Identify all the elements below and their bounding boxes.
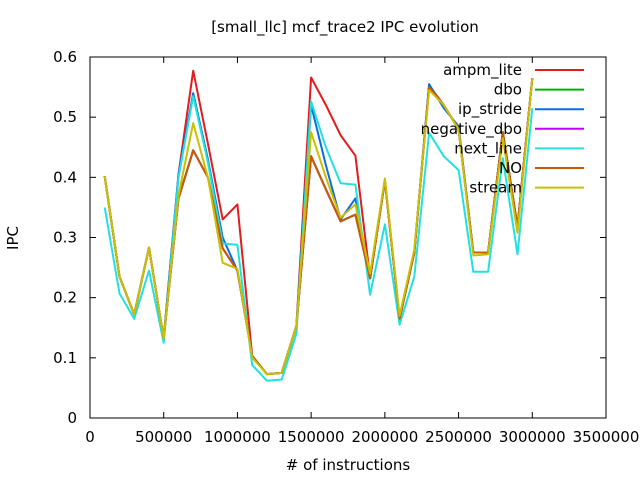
y-tick-label: 0.2: [53, 289, 77, 307]
legend: ampm_litedboip_stridenegative_dbonext_li…: [421, 61, 584, 197]
plot-series: [103, 69, 534, 382]
y-tick-label: 0.4: [53, 168, 77, 186]
series-line-stream: [103, 78, 534, 376]
y-axis-label: IPC: [4, 226, 22, 250]
x-tick-label: 2000000: [351, 428, 418, 446]
y-tick-label: 0.6: [53, 48, 77, 66]
legend-label: stream: [469, 179, 522, 197]
legend-label: ampm_lite: [443, 61, 522, 80]
x-tick-label: 1000000: [204, 428, 271, 446]
y-tick-label: 0.1: [53, 349, 77, 367]
axis-ticks: 0 500000 1000000 1500000 2000000 2500000 30000…: [53, 48, 639, 446]
series-line-next-line: [103, 95, 534, 382]
legend-label: next_line: [454, 139, 522, 158]
x-axis-label: # of instructions: [286, 456, 411, 474]
legend-label: negative_dbo: [421, 120, 522, 139]
y-tick-label: 0.3: [53, 229, 77, 247]
legend-label: NO: [499, 159, 522, 177]
legend-label: dbo: [494, 81, 522, 99]
legend-label: ip_stride: [458, 100, 522, 119]
x-tick-label: 0: [85, 428, 95, 446]
x-tick-label: 3500000: [573, 428, 640, 446]
x-tick-label: 2500000: [425, 428, 492, 446]
y-tick-label: 0.5: [53, 108, 77, 126]
x-tick-label: 500000: [135, 428, 192, 446]
y-tick-label: 0: [67, 409, 77, 427]
x-tick-label: 1500000: [278, 428, 345, 446]
chart-title: [small_llc] mcf_trace2 IPC evolution: [211, 18, 479, 37]
x-tick-label: 3000000: [499, 428, 566, 446]
